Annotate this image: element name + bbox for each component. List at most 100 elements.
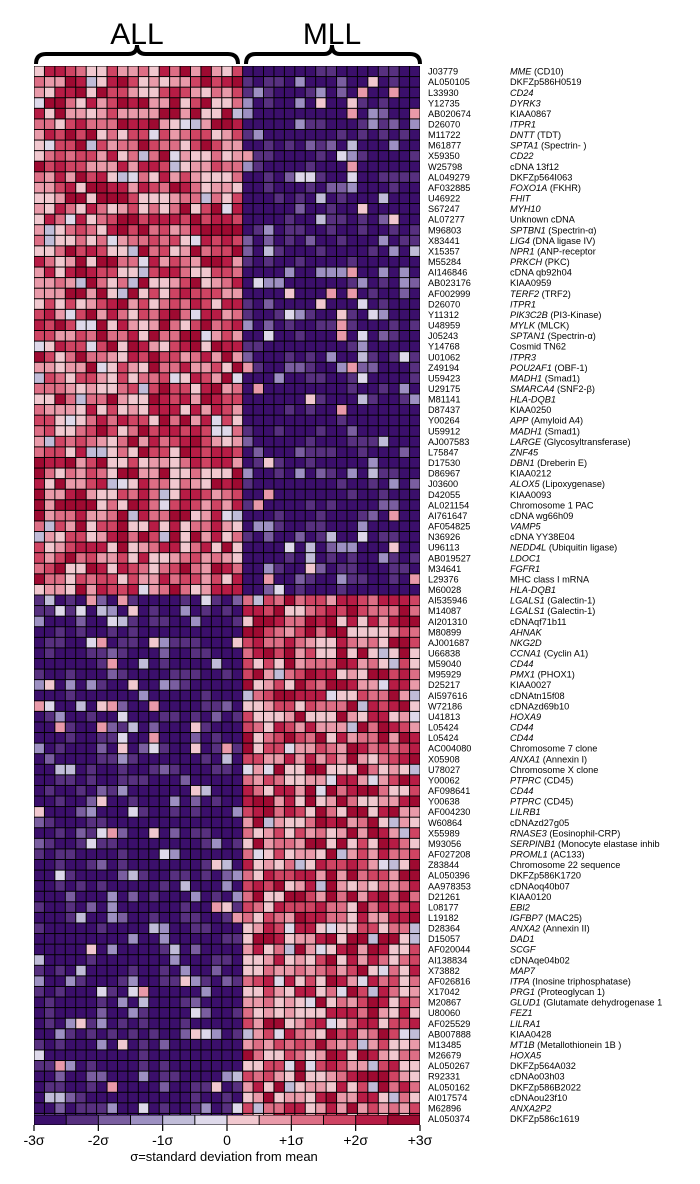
heatmap-cell	[357, 510, 368, 521]
heatmap-cell	[295, 817, 305, 828]
heatmap-cell	[86, 1061, 97, 1071]
heatmap-cell	[410, 574, 420, 584]
heatmap-cell	[128, 680, 138, 690]
heatmap-cell	[357, 574, 368, 584]
heatmap-cell	[389, 912, 399, 923]
heatmap-cell	[34, 722, 44, 733]
heatmap-cell	[305, 362, 316, 373]
heatmap-cell	[97, 955, 107, 965]
heatmap-cell	[399, 1092, 410, 1103]
heatmap-cell	[378, 796, 389, 807]
heatmap-cell	[159, 553, 170, 563]
heatmap-cell	[138, 436, 149, 447]
heatmap-cell	[357, 680, 368, 690]
heatmap-cell	[264, 426, 274, 436]
heatmap-cell	[264, 785, 274, 796]
heatmap-cell	[76, 997, 86, 1008]
heatmap-cell	[86, 521, 97, 532]
heatmap-cell	[190, 1050, 201, 1061]
heatmap-cell	[243, 405, 253, 415]
heatmap-cell	[211, 521, 222, 532]
heatmap-cell	[295, 775, 305, 785]
heatmap-cell	[264, 182, 274, 193]
heatmap-cell	[410, 658, 420, 669]
heatmap-cell	[264, 1103, 274, 1113]
heatmap-cell	[264, 1050, 274, 1061]
heatmap-cell	[180, 288, 190, 299]
heatmap-cell	[232, 563, 243, 574]
heatmap-cell	[170, 881, 180, 891]
heatmap-cell	[326, 225, 337, 235]
heatmap-cell	[368, 362, 378, 373]
heatmap-cell	[243, 299, 253, 309]
heatmap-cell	[347, 108, 357, 119]
row-gene-label: ALOX5 (Lipoxygenase)	[509, 479, 605, 489]
heatmap-cell	[107, 479, 117, 489]
heatmap-cell	[305, 278, 316, 288]
heatmap-cell	[378, 743, 389, 754]
heatmap-cell	[389, 838, 399, 849]
heatmap-cell	[159, 616, 170, 627]
heatmap-cell	[347, 479, 357, 489]
heatmap-cell	[326, 468, 337, 479]
heatmap-cell	[86, 722, 97, 733]
heatmap-cell	[337, 563, 347, 574]
heatmap-cell	[305, 214, 316, 225]
row-accession-label: W72186	[428, 701, 462, 711]
heatmap-cell	[44, 468, 55, 479]
heatmap-cell	[180, 574, 190, 584]
heatmap-cell	[305, 66, 316, 77]
row-gene-label: VAMP5	[510, 522, 542, 532]
heatmap-cell	[243, 320, 253, 330]
heatmap-cell	[180, 838, 190, 849]
heatmap-cell	[34, 1103, 44, 1113]
heatmap-cell	[34, 479, 44, 489]
heatmap-cell	[159, 383, 170, 394]
heatmap-cell	[117, 881, 128, 891]
heatmap-cell	[399, 986, 410, 997]
heatmap-cell	[368, 500, 378, 510]
heatmap-cell	[34, 860, 44, 870]
heatmap-cell	[410, 383, 420, 394]
heatmap-cell	[337, 161, 347, 172]
heatmap-cell	[190, 468, 201, 479]
heatmap-cell	[76, 563, 86, 574]
heatmap-cell	[368, 902, 378, 912]
heatmap-cell	[86, 785, 97, 796]
row-gene-label: cDNAzd27g05	[510, 818, 569, 828]
heatmap-cell	[97, 256, 107, 267]
heatmap-cell	[284, 278, 295, 288]
heatmap-cell	[316, 98, 326, 108]
heatmap-cell	[316, 828, 326, 838]
heatmap-cell	[76, 944, 86, 955]
heatmap-cell	[86, 690, 97, 701]
row-accession-label: D21261	[428, 892, 460, 902]
heatmap-cell	[410, 923, 420, 934]
heatmap-cell	[378, 817, 389, 828]
heatmap-cell	[337, 637, 347, 648]
heatmap-cell	[347, 140, 357, 151]
heatmap-cell	[389, 341, 399, 352]
heatmap-cell	[86, 447, 97, 457]
heatmap-cell	[274, 891, 284, 902]
heatmap-cell	[97, 373, 107, 383]
heatmap-cell	[232, 225, 243, 235]
heatmap-cell	[86, 563, 97, 574]
heatmap-cell	[107, 66, 117, 77]
heatmap-cell	[211, 944, 222, 955]
heatmap-cell	[138, 891, 149, 902]
heatmap-cell	[190, 997, 201, 1008]
colorbar-tick-label: +3σ	[408, 1132, 433, 1148]
row-gene-label: CD24	[510, 88, 534, 98]
heatmap-cell	[378, 944, 389, 955]
heatmap-cell	[117, 1071, 128, 1082]
heatmap-cell	[65, 711, 76, 722]
heatmap-cell	[211, 627, 222, 637]
heatmap-cell	[149, 1018, 159, 1029]
heatmap-cell	[347, 521, 357, 532]
heatmap-cell	[190, 457, 201, 468]
heatmap-cell	[149, 965, 159, 976]
heatmap-cell	[410, 457, 420, 468]
heatmap-cell	[243, 997, 253, 1008]
heatmap-cell	[117, 66, 128, 77]
